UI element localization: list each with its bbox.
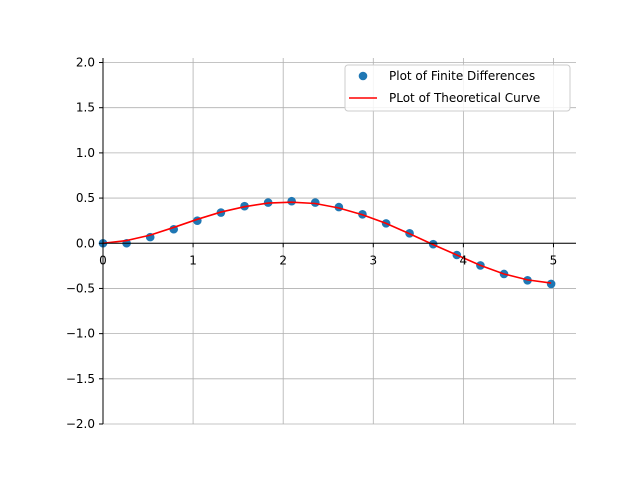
y-tick-label: 1.5 [76, 101, 95, 115]
x-tick-label: 5 [550, 253, 558, 267]
theoretical-curve-line [102, 201, 552, 284]
x-tick-label: 4 [460, 253, 468, 267]
legend-label: Plot of Finite Differences [389, 69, 535, 83]
y-tick-label: −0.5 [66, 281, 95, 295]
legend-box [344, 64, 571, 112]
grid [102, 58, 576, 425]
finite-difference-point [310, 198, 320, 207]
y-tick-label: −1.5 [66, 372, 95, 386]
x-tick-label: 3 [369, 253, 377, 267]
x-tick-label: 0 [99, 253, 107, 267]
legend-marker-swatch [358, 71, 368, 81]
x-tick-label: 2 [279, 253, 287, 267]
y-tick-label: 2.0 [76, 56, 95, 70]
axes: 0 1 2 3 4 5 −2.0 −1.5 −1.0 −0.5 0.0 0.5 1.0 1.5 2.0 [66, 56, 576, 431]
finite-difference-point [287, 196, 296, 206]
legend: Plot of Finite Differences PLot of Theore… [344, 64, 571, 112]
plot-area [98, 196, 556, 289]
y-tick-label: −1.0 [66, 327, 95, 341]
legend-label: PLot of Theoretical Curve [389, 91, 540, 105]
y-tick-label: 0.0 [76, 236, 95, 250]
x-tick-label: 1 [189, 253, 197, 267]
y-tick-label: 0.5 [76, 191, 95, 205]
y-tick-label: −2.0 [66, 417, 95, 431]
y-tick-label: 1.0 [76, 146, 95, 160]
finite-difference-point [546, 279, 556, 289]
